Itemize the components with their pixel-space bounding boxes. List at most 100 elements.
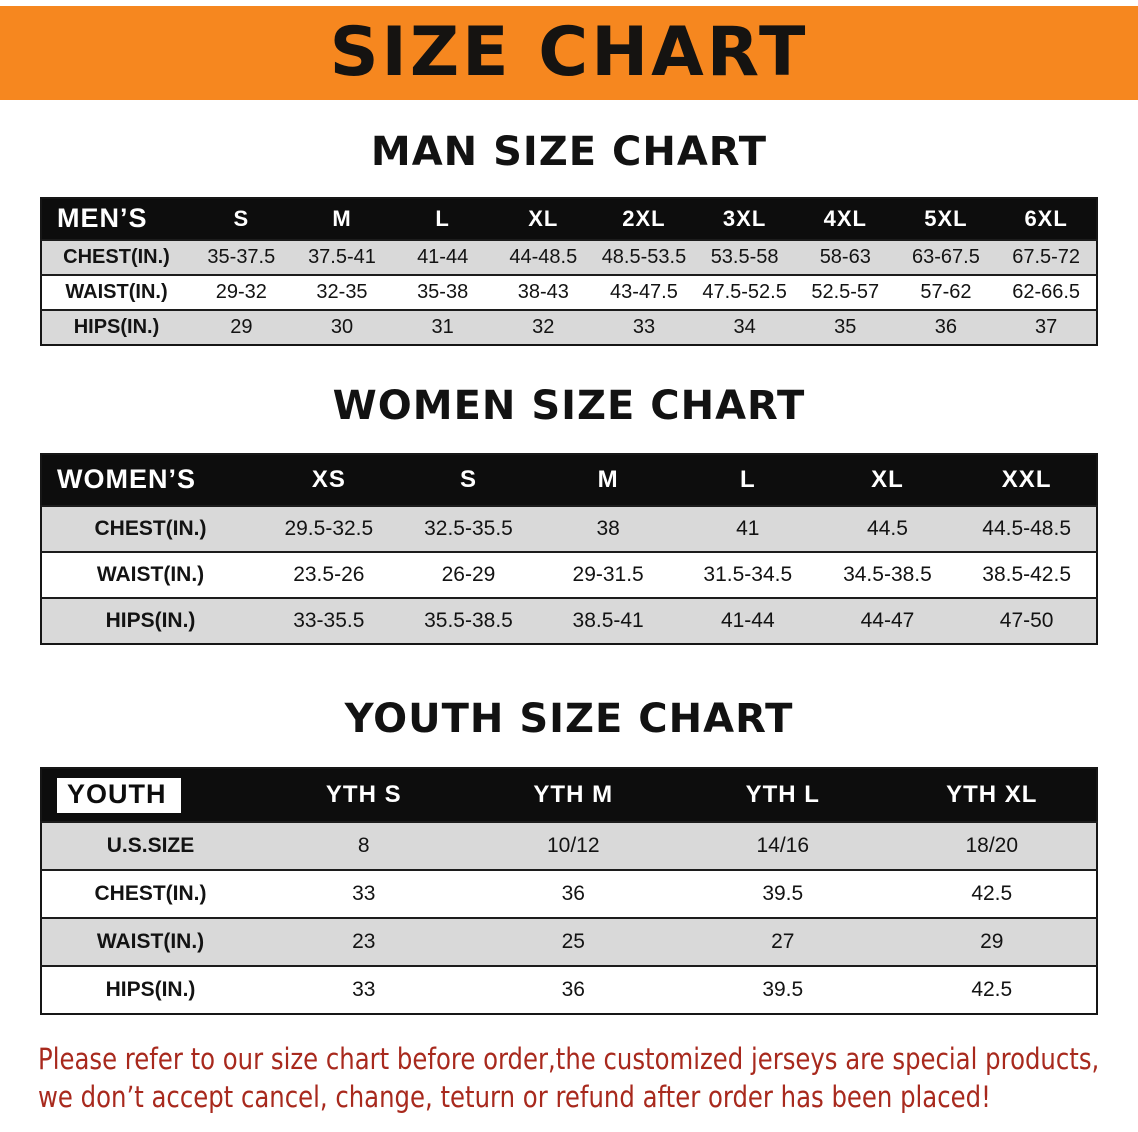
header-cell-text: L [739,465,756,493]
size-value-cell: 36 [934,315,958,338]
size-value-cell: 41-44 [720,608,775,632]
disclaimer-line-1: Please refer to our size chart before or… [38,1042,1100,1077]
table-row: WAIST(IN.) 23.5-26 26-29 29-31.5 31.5-34.5 34… [41,551,1097,598]
size-value-cell: 26-29 [441,562,496,586]
page-title: SIZE CHART [329,13,809,92]
table-header-row: YOUTH YTH S YTH M YTH L YTH XL [41,768,1097,823]
header-cell-text: YTH S [325,781,402,809]
youth-section-heading: YOUTH SIZE CHART [344,695,794,742]
size-value-cell: 42.5 [971,978,1013,1002]
size-value-cell: 47.5-52.5 [702,280,787,303]
size-value-cell: 35-38 [417,280,469,303]
header-cell-text: S [233,205,250,231]
size-value-cell: 44.5-48.5 [982,516,1072,540]
table-row: HIPS(IN.) 33-35.5 35.5-38.5 38.5-41 41-44 44-… [41,597,1097,644]
header-cell-text: 2XL [622,205,666,231]
size-value-cell: 47-50 [999,608,1054,632]
size-value-cell: 43-47.5 [610,280,678,303]
row-label: HIPS(IN.) [105,978,196,1002]
size-column-header: M [538,453,678,506]
size-value-cell: 38-43 [517,280,569,303]
table-corner-label: MEN’S [41,197,191,240]
size-value-cell: 38 [596,516,620,540]
size-value-cell: 41-44 [417,245,469,268]
size-value-cell: 33 [632,315,656,338]
women-size-table: WOMEN’S XS S M L XL XXL CHEST(IN.) 29.5-32.5 32.5… [40,452,1098,645]
size-value-cell: 34.5-38.5 [843,562,932,586]
header-cell-text: M [332,205,352,231]
row-label: WAIST(IN.) [96,562,205,586]
size-value-cell: 37.5-41 [308,245,376,268]
header-cell-text: L [435,205,450,231]
size-column-header: YTH M [468,768,678,823]
size-column-header: XL [817,453,958,506]
table-corner-label: WOMEN’S [41,453,259,506]
size-column-header: XXL [957,453,1097,506]
size-value-cell: 33-35.5 [293,608,365,632]
size-value-cell: 44-47 [860,608,915,632]
row-label: U.S.SIZE [106,834,195,858]
size-column-header: L [392,197,493,240]
size-value-cell: 29 [980,930,1004,954]
size-value-cell: 39.5 [762,978,804,1002]
header-cell-text: YOUTH [57,777,181,814]
size-value-cell: 42.5 [971,882,1013,906]
size-value-cell: 23.5-26 [293,562,365,586]
header-cell-text: XL [528,205,559,231]
size-value-cell: 25 [561,930,585,954]
size-column-header: M [291,197,393,240]
size-column-header: 4XL [794,197,896,240]
size-value-cell: 8 [357,834,370,858]
header-cell-text: S [459,465,477,493]
table-header-row: MEN’S S M L XL 2XL 3XL 4XL 5XL 6XL [41,197,1097,240]
header-cell-text: XL [871,465,904,493]
size-column-header: L [677,453,818,506]
header-cell-text: MEN’S [57,203,148,234]
size-value-cell: 23 [352,930,376,954]
size-value-cell: 41 [736,516,760,540]
header-cell-text: 3XL [722,205,767,231]
header-cell-text: YTH L [745,781,820,809]
header-cell-text: YTH XL [946,781,1038,809]
size-value-cell: 10/12 [546,834,600,858]
size-value-cell: 35.5-38.5 [424,608,513,632]
size-value-cell: 29.5-32.5 [284,516,374,540]
size-value-cell: 62-66.5 [1012,280,1081,303]
header-cell-text: 6XL [1024,205,1068,231]
row-label: CHEST(IN.) [94,516,207,540]
size-value-cell: 63-67.5 [912,245,980,268]
size-value-cell: 38.5-41 [572,608,644,632]
table-header-row: WOMEN’S XS S M L XL XXL [41,453,1097,506]
row-label: CHEST(IN.) [63,245,170,268]
header-cell-text: 4XL [823,205,867,231]
size-column-header: XL [492,197,594,240]
header-cell-text: M [597,465,619,493]
men-section-heading: MAN SIZE CHART [370,129,768,175]
size-value-cell: 38.5-42.5 [982,562,1072,586]
size-value-cell: 29-31.5 [572,562,644,586]
size-value-cell: 44.5 [867,516,908,540]
row-label: HIPS(IN.) [105,608,196,632]
size-value-cell: 29 [230,315,253,338]
size-value-cell: 33 [352,882,376,906]
row-label: CHEST(IN.) [94,882,207,906]
size-value-cell: 48.5-53.5 [601,245,687,268]
size-value-cell: 53.5-58 [710,245,779,268]
table-row: U.S.SIZE 8 10/12 14/16 18/20 [41,822,1097,871]
size-column-header: 3XL [694,197,795,240]
size-value-cell: 32 [532,315,555,338]
size-value-cell: 35-37.5 [207,245,276,268]
size-value-cell: 32.5-35.5 [424,516,513,540]
size-value-cell: 57-62 [920,280,972,303]
size-value-cell: 31.5-34.5 [703,562,793,586]
size-value-cell: 27 [771,930,795,954]
size-value-cell: 52.5-57 [811,280,880,303]
size-value-cell: 36 [561,978,585,1002]
table-row: CHEST(IN.) 29.5-32.5 32.5-35.5 38 41 44.5 44.5… [41,505,1097,552]
size-value-cell: 30 [330,315,354,338]
size-column-header: S [191,197,292,240]
table-row: HIPS(IN.) 33 36 39.5 42.5 [41,966,1097,1015]
size-value-cell: 32-35 [316,280,368,303]
table-row: WAIST(IN.) 29-32 32-35 35-38 38-43 43-47.5 47.… [41,274,1097,310]
